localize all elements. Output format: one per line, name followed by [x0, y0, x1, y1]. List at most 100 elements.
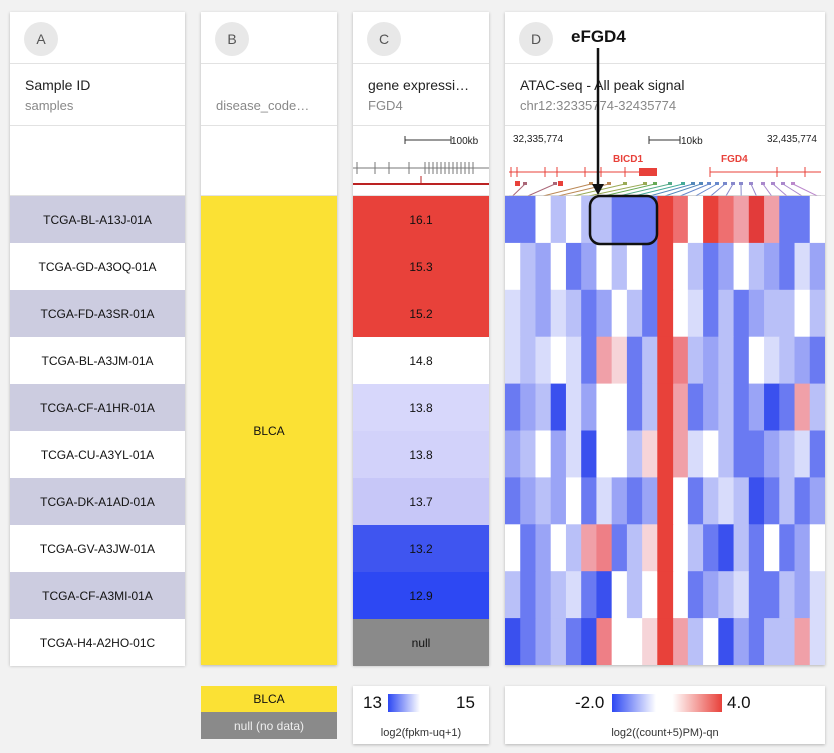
sample-row[interactable]: TCGA-FD-A3SR-01A	[10, 290, 185, 337]
heatmap-cell[interactable]	[535, 336, 552, 385]
sample-row[interactable]: TCGA-DK-A1AD-01A	[10, 478, 185, 525]
heatmap-cell[interactable]	[703, 336, 719, 385]
heatmap-cell[interactable]	[703, 430, 719, 478]
heatmap-cell[interactable]	[748, 383, 765, 431]
heatmap-cell[interactable]	[794, 336, 811, 385]
heatmap-cell[interactable]	[809, 336, 825, 385]
heatmap-cell[interactable]	[718, 571, 735, 619]
heatmap-cell[interactable]	[596, 336, 613, 385]
heatmap-cell[interactable]	[520, 571, 536, 619]
heatmap-cell[interactable]	[764, 571, 780, 619]
heatmap-cell[interactable]	[505, 336, 521, 385]
heatmap-cell[interactable]	[520, 477, 536, 525]
heatmap-cell[interactable]	[764, 289, 780, 338]
heatmap-cell[interactable]	[550, 430, 567, 478]
heatmap-cell[interactable]	[733, 430, 750, 478]
heatmap-cell[interactable]	[733, 477, 750, 525]
heatmap-cell[interactable]	[642, 524, 658, 572]
heatmap-cell[interactable]	[520, 618, 536, 665]
heatmap-cell[interactable]	[626, 430, 643, 478]
heatmap-cell[interactable]	[642, 336, 658, 385]
heatmap-cell[interactable]	[687, 289, 704, 338]
heatmap-cell[interactable]	[672, 242, 689, 291]
heatmap-cell[interactable]	[535, 242, 552, 291]
heatmap-cell[interactable]	[703, 524, 719, 572]
heatmap-cell[interactable]	[565, 336, 582, 385]
heatmap-cell[interactable]	[733, 289, 750, 338]
heatmap-cell[interactable]	[505, 242, 521, 291]
expression-cell[interactable]: 16.1	[353, 196, 489, 243]
disease-code-block[interactable]: BLCA	[201, 196, 337, 665]
expression-cell[interactable]: 15.2	[353, 290, 489, 337]
heatmap-cell[interactable]	[733, 618, 750, 665]
heatmap-cell[interactable]	[779, 571, 796, 619]
heatmap-cell[interactable]	[565, 571, 582, 619]
heatmap-cell[interactable]	[703, 383, 719, 431]
heatmap-cell[interactable]	[505, 383, 521, 431]
legend-item-null[interactable]: null (no data)	[201, 712, 337, 739]
heatmap-cell[interactable]	[581, 571, 597, 619]
heatmap-cell[interactable]	[794, 430, 811, 478]
heatmap-cell[interactable]	[642, 430, 658, 478]
heatmap-cell[interactable]	[672, 289, 689, 338]
heatmap-cell[interactable]	[764, 336, 780, 385]
heatmap-cell[interactable]	[596, 571, 613, 619]
heatmap-cell[interactable]	[642, 571, 658, 619]
heatmap-cell[interactable]	[596, 618, 613, 665]
heatmap-cell[interactable]	[809, 618, 825, 665]
heatmap-cell[interactable]	[779, 618, 796, 665]
heatmap-cell[interactable]	[611, 524, 628, 572]
heatmap-cell[interactable]	[611, 477, 628, 525]
heatmap-cell[interactable]	[764, 383, 780, 431]
heatmap-cell[interactable]	[565, 196, 582, 244]
heatmap-cell[interactable]	[764, 524, 780, 572]
heatmap-cell[interactable]	[809, 477, 825, 525]
heatmap-cell[interactable]	[779, 242, 796, 291]
heatmap-cell[interactable]	[764, 477, 780, 525]
heatmap-cell[interactable]	[611, 571, 628, 619]
heatmap-cell[interactable]	[626, 242, 643, 291]
heatmap-cell[interactable]	[535, 289, 552, 338]
heatmap-cell[interactable]	[748, 289, 765, 338]
heatmap-cell[interactable]	[565, 524, 582, 572]
heatmap-cell[interactable]	[535, 618, 552, 665]
sample-row[interactable]: TCGA-CF-A1HR-01A	[10, 384, 185, 431]
sample-row[interactable]: TCGA-H4-A2HO-01C	[10, 619, 185, 666]
heatmap-cell[interactable]	[581, 289, 597, 338]
heatmap-cell[interactable]	[626, 336, 643, 385]
heatmap-cell[interactable]	[657, 524, 674, 572]
heatmap-cell[interactable]	[809, 571, 825, 619]
heatmap-cell[interactable]	[657, 289, 674, 338]
heatmap-cell[interactable]	[626, 477, 643, 525]
heatmap-cell[interactable]	[779, 430, 796, 478]
heatmap-cell[interactable]	[581, 383, 597, 431]
heatmap-cell[interactable]	[687, 242, 704, 291]
gene-track[interactable]: 100kb	[353, 126, 489, 196]
heatmap-cell[interactable]	[809, 242, 825, 291]
heatmap-cell[interactable]	[672, 196, 689, 244]
heatmap-cell[interactable]	[626, 196, 643, 244]
heatmap-cell[interactable]	[611, 618, 628, 665]
heatmap-cell[interactable]	[550, 336, 567, 385]
heatmap-cell[interactable]	[535, 571, 552, 619]
heatmap-cell[interactable]	[550, 196, 567, 244]
heatmap-cell[interactable]	[596, 524, 613, 572]
heatmap-cell[interactable]	[718, 242, 735, 291]
column-titles[interactable]: gene expressi… FGD4	[353, 64, 489, 126]
heatmap-cell[interactable]	[718, 289, 735, 338]
heatmap-cell[interactable]	[703, 289, 719, 338]
heatmap-cell[interactable]	[809, 383, 825, 431]
heatmap-cell[interactable]	[657, 477, 674, 525]
heatmap-cell[interactable]	[581, 524, 597, 572]
heatmap-cell[interactable]	[733, 383, 750, 431]
heatmap-cell[interactable]	[535, 477, 552, 525]
heatmap-cell[interactable]	[748, 571, 765, 619]
heatmap-cell[interactable]	[809, 196, 825, 244]
column-titles[interactable]: disease_code…	[201, 64, 337, 126]
legend-item-blca[interactable]: BLCA	[201, 686, 337, 712]
heatmap-cell[interactable]	[779, 336, 796, 385]
expression-cell[interactable]: 13.7	[353, 478, 489, 525]
heatmap-cell[interactable]	[565, 383, 582, 431]
heatmap-cell[interactable]	[718, 618, 735, 665]
heatmap-cell[interactable]	[565, 289, 582, 338]
